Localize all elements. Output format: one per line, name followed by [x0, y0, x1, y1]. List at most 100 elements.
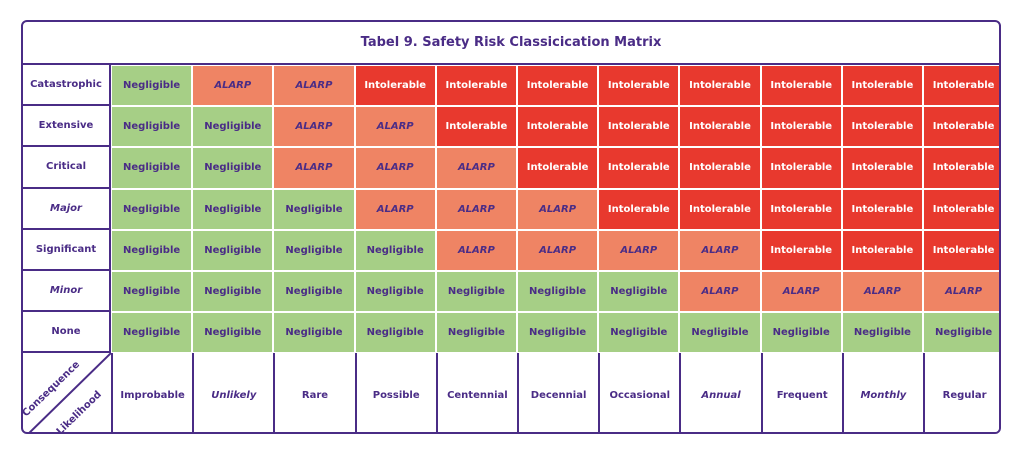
risk-cell: Negligible [598, 312, 680, 354]
risk-cell: ALARP [517, 188, 599, 230]
likelihood-axis-label: Likelihood [55, 390, 104, 434]
risk-cell: Intolerable [679, 65, 761, 107]
risk-cell: Intolerable [435, 65, 517, 107]
matrix-row: Catastrophic Negligible ALARP ALARP Intolera… [23, 65, 999, 107]
risk-cell: Negligible [679, 312, 761, 354]
risk-cell: Intolerable [923, 65, 999, 107]
consequence-label: Critical [23, 147, 111, 189]
likelihood-label: Annual [679, 353, 761, 432]
risk-cell: Negligible [517, 312, 599, 354]
risk-cell: Intolerable [598, 147, 680, 189]
likelihood-row: Consequence Likelihood Improbable Unlikely R… [23, 352, 999, 434]
risk-cell: ALARP [435, 188, 517, 230]
risk-cell: Negligible [111, 65, 193, 107]
risk-cell: Negligible [760, 312, 842, 354]
likelihood-label: Improbable [111, 353, 193, 432]
consequence-label: None [23, 312, 111, 354]
risk-cell: ALARP [435, 147, 517, 189]
risk-cell: ALARP [273, 106, 355, 148]
consequence-label: Catastrophic [23, 65, 111, 107]
risk-cell: Negligible [354, 271, 436, 313]
risk-cell: ALARP [354, 147, 436, 189]
consequence-label: Minor [23, 271, 111, 313]
axis-divider [29, 352, 112, 432]
risk-cell: Intolerable [841, 65, 923, 107]
risk-cell: Negligible [111, 229, 193, 271]
risk-cell: Negligible [111, 271, 193, 313]
risk-cell: Intolerable [923, 106, 999, 148]
risk-cell: Negligible [273, 229, 355, 271]
risk-cell: Intolerable [598, 188, 680, 230]
risk-cell: Negligible [273, 188, 355, 230]
risk-cell: Negligible [192, 312, 274, 354]
risk-cell: Intolerable [923, 188, 999, 230]
matrix-title: Tabel 9. Safety Risk Classicication Matr… [23, 22, 999, 65]
risk-cell: Intolerable [923, 147, 999, 189]
axis-corner: Consequence Likelihood [23, 352, 112, 434]
risk-cell: Intolerable [598, 65, 680, 107]
likelihood-label: Decennial [517, 353, 599, 432]
likelihood-label: Possible [354, 353, 436, 432]
risk-cell: Intolerable [841, 188, 923, 230]
risk-cell: Negligible [841, 312, 923, 354]
matrix-row: Minor Negligible Negligible Negligible Negli… [23, 271, 999, 313]
risk-cell: ALARP [273, 147, 355, 189]
risk-cell: Negligible [273, 271, 355, 313]
risk-cell: Negligible [192, 147, 274, 189]
risk-cell: ALARP [435, 229, 517, 271]
matrix-row: Critical Negligible Negligible ALARP ALARP AL… [23, 147, 999, 189]
risk-cell: Negligible [192, 229, 274, 271]
risk-cell: Intolerable [760, 106, 842, 148]
risk-cell: Intolerable [517, 106, 599, 148]
risk-cell: Negligible [435, 271, 517, 313]
risk-cell: ALARP [679, 229, 761, 271]
risk-cell: Negligible [111, 147, 193, 189]
risk-cell: Negligible [111, 106, 193, 148]
likelihood-label: Occasional [598, 353, 680, 432]
consequence-label: Major [23, 188, 111, 230]
risk-cell: Negligible [192, 106, 274, 148]
risk-cell: Intolerable [760, 147, 842, 189]
risk-cell: Negligible [598, 271, 680, 313]
risk-cell: Intolerable [517, 65, 599, 107]
risk-cell: ALARP [923, 271, 999, 313]
consequence-label: Extensive [23, 106, 111, 148]
risk-cell: Intolerable [598, 106, 680, 148]
risk-cell: ALARP [354, 106, 436, 148]
risk-cell: ALARP [598, 229, 680, 271]
matrix-row: None Negligible Negligible Negligible Neglig… [23, 312, 999, 354]
risk-cell: Intolerable [841, 147, 923, 189]
risk-cell: Intolerable [841, 229, 923, 271]
risk-cell: ALARP [354, 188, 436, 230]
likelihood-label: Rare [273, 353, 355, 432]
risk-cell: Negligible [192, 271, 274, 313]
risk-cell: Negligible [192, 188, 274, 230]
consequence-label: Significant [23, 229, 111, 271]
risk-cell: Negligible [923, 312, 999, 354]
risk-cell: Intolerable [923, 229, 999, 271]
matrix-row: Significant Negligible Negligible Negligibl… [23, 229, 999, 271]
likelihood-label: Unlikely [192, 353, 274, 432]
risk-cell: ALARP [841, 271, 923, 313]
risk-cell: ALARP [679, 271, 761, 313]
risk-matrix: Tabel 9. Safety Risk Classicication Matr… [21, 20, 1001, 434]
risk-cell: Negligible [354, 312, 436, 354]
risk-cell: ALARP [760, 271, 842, 313]
risk-cell: Negligible [517, 271, 599, 313]
likelihood-label: Regular [923, 353, 999, 432]
risk-cell: Negligible [111, 188, 193, 230]
risk-cell: Intolerable [679, 147, 761, 189]
risk-cell: Negligible [273, 312, 355, 354]
risk-cell: Negligible [435, 312, 517, 354]
risk-cell: Intolerable [679, 106, 761, 148]
risk-cell: Intolerable [760, 229, 842, 271]
risk-cell: Intolerable [517, 147, 599, 189]
likelihood-label: Frequent [760, 353, 842, 432]
risk-cell: ALARP [273, 65, 355, 107]
risk-cell: Intolerable [760, 188, 842, 230]
risk-cell: Intolerable [435, 106, 517, 148]
risk-cell: Intolerable [679, 188, 761, 230]
risk-cell: Negligible [354, 229, 436, 271]
matrix-row: Major Negligible Negligible Negligible ALARP… [23, 188, 999, 230]
risk-cell: ALARP [517, 229, 599, 271]
